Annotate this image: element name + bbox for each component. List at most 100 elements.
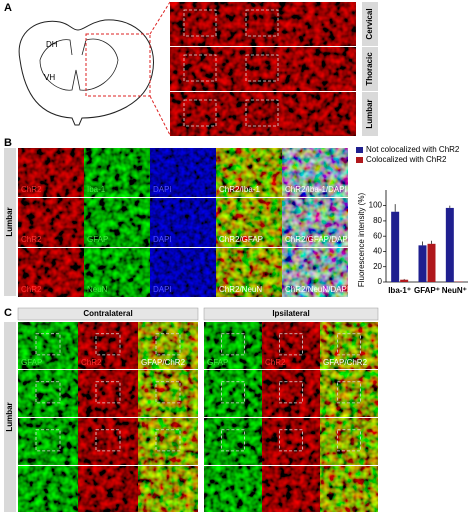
- micrograph: [137, 369, 199, 418]
- channel-label: ChR2: [21, 285, 42, 294]
- micrograph: [231, 91, 295, 137]
- micrograph: [149, 197, 217, 248]
- micrograph: [203, 417, 263, 466]
- micrograph: [319, 321, 379, 370]
- channel-label: GFAP/ChR2: [323, 358, 368, 367]
- micrograph: [83, 247, 151, 298]
- micrograph: [261, 369, 321, 418]
- channel-label: ChR2: [21, 235, 42, 244]
- channel-label: ChR2/NeuN: [219, 285, 262, 294]
- legend-swatch: [356, 157, 363, 163]
- panel-a: A DH VH: [4, 1, 171, 136]
- diagram-label: DH: [46, 40, 58, 49]
- row-label: Lumbar: [5, 207, 14, 236]
- inset-box: [155, 429, 181, 452]
- channel-label: ChR2/Iba-1: [219, 185, 260, 194]
- channel-label: GFAP/ChR2: [141, 358, 186, 367]
- channel-label: ChR2: [81, 358, 102, 367]
- micrograph: [83, 147, 151, 198]
- bar: [445, 207, 454, 282]
- inset-box: [35, 333, 61, 356]
- inset-box: [95, 333, 121, 356]
- row-label: Lumbar: [5, 402, 14, 431]
- inset-box: [95, 381, 121, 404]
- channel-label: ChR2/GFAP: [219, 235, 263, 244]
- inset-box: [336, 333, 361, 356]
- inset-box: [183, 99, 217, 127]
- micrograph: [231, 46, 295, 92]
- channel-label: GFAP: [207, 358, 228, 367]
- legend-swatch: [356, 147, 363, 153]
- group-header: Contralateral: [83, 309, 132, 318]
- micrograph: [169, 91, 233, 137]
- micrograph: [137, 321, 199, 370]
- micrograph: [319, 369, 379, 418]
- dynamic: Cervical Thoracic Lumbar B Lumbar ChR2 Iba-1 DA…: [4, 1, 468, 513]
- micrograph: [17, 147, 85, 198]
- channel-label: ChR2: [265, 358, 286, 367]
- row-label: Cervical: [365, 8, 374, 39]
- y-tick-label: 60: [373, 231, 382, 240]
- inset-box: [155, 381, 181, 404]
- micrograph: [137, 465, 199, 513]
- panel-label: A: [4, 2, 12, 14]
- micrograph: [319, 465, 379, 513]
- micrograph: [319, 417, 379, 466]
- inset-box: [336, 381, 361, 404]
- inset-box: [95, 429, 121, 452]
- zoom-line: [149, 1, 171, 35]
- y-tick-label: 80: [373, 216, 382, 225]
- micrograph: [17, 321, 79, 370]
- channel-label: GFAP: [21, 358, 42, 367]
- micrograph: [261, 417, 321, 466]
- bar: [418, 245, 427, 282]
- row-label: Lumbar: [365, 99, 374, 128]
- micrograph: [281, 247, 349, 298]
- micrograph: [203, 369, 263, 418]
- channel-label: ChR2: [21, 185, 42, 194]
- y-tick-label: 20: [373, 262, 382, 271]
- micrograph: [215, 197, 283, 248]
- micrograph: [203, 465, 263, 513]
- bar: [391, 211, 400, 282]
- panel-label: B: [4, 137, 12, 149]
- inset-box: [35, 429, 61, 452]
- micrograph: [77, 369, 139, 418]
- inset-box: [245, 9, 279, 37]
- inset-box: [278, 429, 303, 452]
- zoom-line: [149, 95, 171, 136]
- row-label-bg: [362, 47, 378, 91]
- micrograph: [293, 1, 357, 47]
- inset-box: [336, 429, 361, 452]
- x-tick-label: GFAP⁺: [414, 286, 440, 295]
- micrograph: [293, 46, 357, 92]
- inset-box: [183, 54, 217, 82]
- y-tick-label: 40: [373, 247, 382, 256]
- micrograph: [203, 321, 263, 370]
- channel-label: ChR2/GFAP/DAPI: [285, 235, 350, 244]
- micrograph: [17, 369, 79, 418]
- x-tick-label: NeuN⁺: [442, 286, 467, 295]
- x-tick-label: Iba-1⁺: [388, 286, 411, 295]
- y-axis-label: Fluorescence intensity (%): [357, 193, 366, 288]
- micrograph: [17, 247, 85, 298]
- micrograph: [261, 321, 321, 370]
- micrograph: [215, 247, 283, 298]
- row-label-bg: [362, 92, 378, 136]
- bar: [400, 279, 409, 282]
- micrograph: [281, 147, 349, 198]
- micrograph: [17, 465, 79, 513]
- group-header-bg: [17, 307, 199, 321]
- inset-box: [35, 381, 61, 404]
- micrograph: [149, 247, 217, 298]
- channel-label: ChR2/NeuN/DAPI: [285, 285, 349, 294]
- bar: [427, 243, 436, 282]
- micrograph: [77, 321, 139, 370]
- micrograph: [77, 417, 139, 466]
- y-tick-label: 0: [378, 277, 383, 286]
- row-label-bg: [362, 2, 378, 46]
- channel-label: NeuN: [87, 285, 108, 294]
- spinal-cord: [18, 19, 154, 126]
- channel-label: DAPI: [153, 235, 172, 244]
